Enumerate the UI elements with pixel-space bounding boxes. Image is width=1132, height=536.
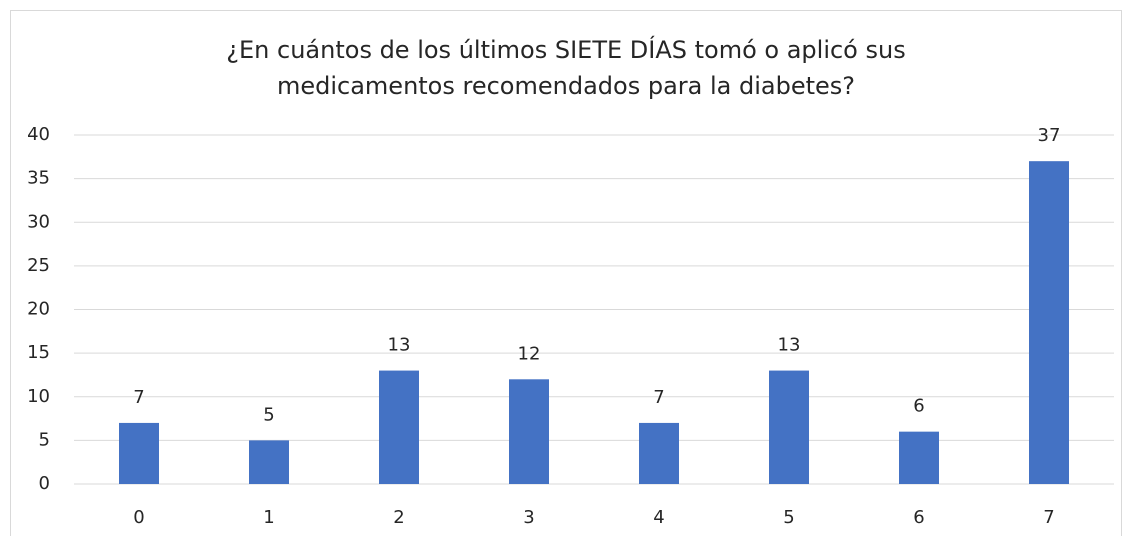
bar bbox=[899, 431, 939, 484]
x-tick-label: 1 bbox=[263, 507, 274, 528]
data-label: 7 bbox=[653, 387, 664, 408]
x-tick-label: 3 bbox=[523, 507, 534, 528]
bar bbox=[1029, 161, 1069, 485]
x-tick-label: 0 bbox=[133, 507, 144, 528]
y-tick-label: 35 bbox=[27, 168, 50, 189]
chart-title: medicamentos recomendados para la diabet… bbox=[277, 72, 855, 100]
bar bbox=[249, 440, 289, 484]
y-tick-label: 30 bbox=[27, 211, 50, 232]
y-tick-label: 15 bbox=[27, 342, 50, 363]
y-tick-label: 0 bbox=[39, 473, 50, 494]
x-tick-label: 5 bbox=[783, 507, 794, 528]
data-label: 13 bbox=[778, 335, 801, 356]
bar bbox=[119, 422, 159, 484]
x-tick-label: 2 bbox=[393, 507, 404, 528]
data-label: 37 bbox=[1038, 125, 1061, 146]
y-tick-label: 20 bbox=[27, 299, 50, 320]
chart-title: ¿En cuántos de los últimos SIETE DÍAS to… bbox=[226, 35, 905, 64]
data-label: 13 bbox=[388, 335, 411, 356]
x-tick-label: 6 bbox=[913, 507, 924, 528]
data-label: 12 bbox=[518, 343, 541, 364]
x-tick-label: 7 bbox=[1043, 507, 1054, 528]
y-tick-label: 10 bbox=[27, 386, 50, 407]
bar bbox=[509, 379, 549, 484]
y-tick-label: 25 bbox=[27, 255, 50, 276]
data-label: 5 bbox=[263, 404, 274, 425]
data-label: 7 bbox=[133, 387, 144, 408]
bar bbox=[769, 370, 809, 484]
bar bbox=[639, 422, 679, 484]
bar bbox=[379, 370, 419, 484]
y-tick-label: 5 bbox=[39, 429, 50, 450]
data-label: 6 bbox=[913, 396, 924, 417]
y-tick-label: 40 bbox=[27, 124, 50, 145]
x-tick-label: 4 bbox=[653, 507, 664, 528]
